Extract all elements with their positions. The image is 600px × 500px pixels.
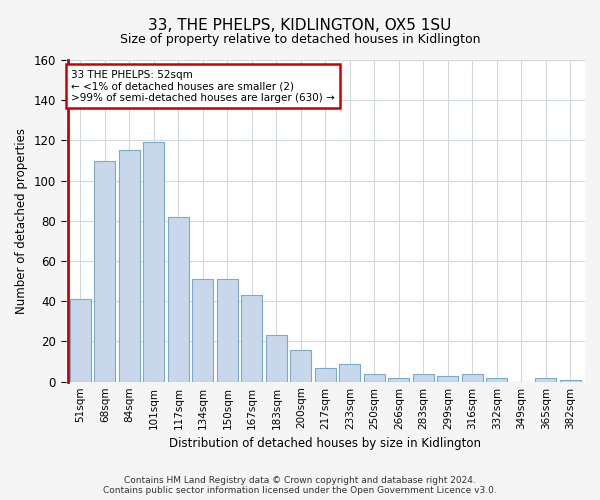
Bar [315, 368, 336, 382]
Bar [437, 376, 458, 382]
Text: Contains public sector information licensed under the Open Government Licence v3: Contains public sector information licen… [103, 486, 497, 495]
Bar [241, 295, 262, 382]
Text: Size of property relative to detached houses in Kidlington: Size of property relative to detached ho… [120, 32, 480, 46]
Bar [340, 364, 360, 382]
Bar [388, 378, 409, 382]
Bar [217, 279, 238, 382]
Bar [119, 150, 140, 382]
Text: Contains HM Land Registry data © Crown copyright and database right 2024.: Contains HM Land Registry data © Crown c… [124, 476, 476, 485]
Bar [364, 374, 385, 382]
Bar [560, 380, 581, 382]
Bar [266, 336, 287, 382]
X-axis label: Distribution of detached houses by size in Kidlington: Distribution of detached houses by size … [169, 437, 481, 450]
Bar [487, 378, 507, 382]
Bar [94, 160, 115, 382]
Bar [535, 378, 556, 382]
Bar [70, 299, 91, 382]
Bar [193, 279, 213, 382]
Text: 33 THE PHELPS: 52sqm
← <1% of detached houses are smaller (2)
>99% of semi-detac: 33 THE PHELPS: 52sqm ← <1% of detached h… [71, 70, 335, 103]
Bar [413, 374, 434, 382]
Bar [168, 217, 189, 382]
Y-axis label: Number of detached properties: Number of detached properties [15, 128, 28, 314]
Text: 33, THE PHELPS, KIDLINGTON, OX5 1SU: 33, THE PHELPS, KIDLINGTON, OX5 1SU [148, 18, 452, 32]
Bar [143, 142, 164, 382]
Bar [290, 350, 311, 382]
Bar [462, 374, 483, 382]
